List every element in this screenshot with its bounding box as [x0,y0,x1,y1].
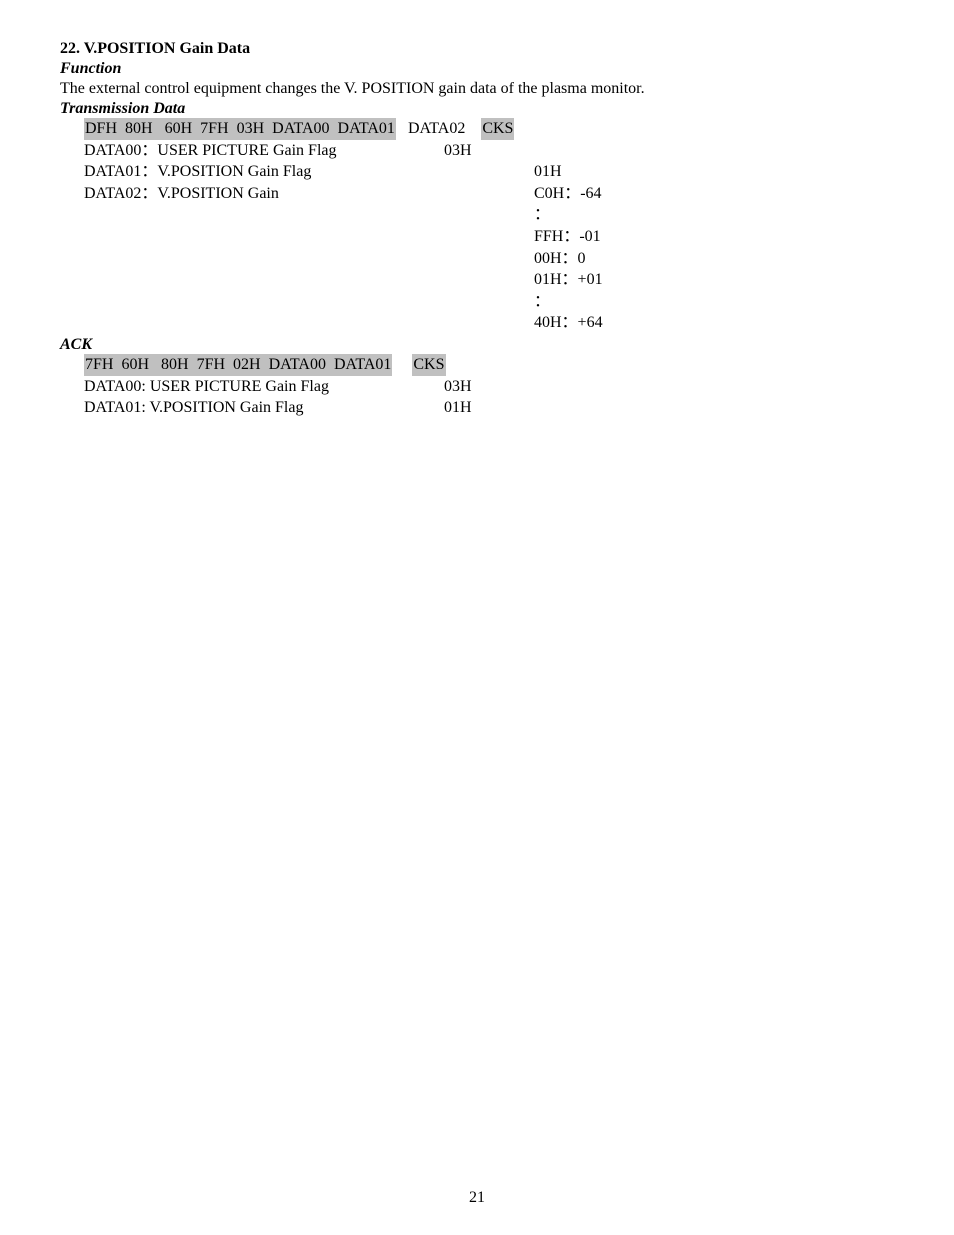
data-label [84,291,444,313]
data-val1 [444,312,534,334]
ack-heading: ACK [60,336,894,354]
section-title: 22. V.POSITION Gain Data [60,40,894,58]
frame-cks: CKS [412,354,445,376]
ack-frame-row: 7FH 60H 80H 7FH 02H DATA00 DATA01 CKS [84,354,894,376]
data-val2: C0H：-64 [534,183,654,205]
data-val2: 01H：+01 [534,269,654,291]
data-val1 [444,291,534,313]
frame-cell: 60H [165,118,193,140]
data-val1 [444,161,534,183]
data-val2 [534,140,654,162]
data-line: 01H：+01 [84,269,894,291]
data-val1: 03H [444,376,534,398]
data-label: DATA00: USER PICTURE Gain Flag [84,376,444,398]
data-label [84,226,444,248]
data-line: 00H：0 [84,248,894,270]
data-label: DATA01：V.POSITION Gain Flag [84,161,444,183]
frame-cell: DATA01 [334,354,391,376]
data-line: DATA01：V.POSITION Gain Flag 01H [84,161,894,183]
data-val2: ： [534,291,654,313]
frame-cell: 7FH [85,354,113,376]
frame-cell: 80H [161,354,189,376]
data-label [84,269,444,291]
data-line: 40H：+64 [84,312,894,334]
frame-cell: 7FH [200,118,228,140]
function-heading: Function [60,60,894,78]
data-label [84,248,444,270]
data-val2: ： [534,204,654,226]
data-label [84,312,444,334]
data-val1 [444,248,534,270]
frame-cell: DATA01 [338,118,395,140]
data-label: DATA00：USER PICTURE Gain Flag [84,140,444,162]
frame-cell: DFH [85,118,117,140]
data-line: DATA00：USER PICTURE Gain Flag 03H [84,140,894,162]
frame-cell: 02H [233,354,261,376]
data-val2: FFH：-01 [534,226,654,248]
data-line: ： [84,204,894,226]
data-label [84,204,444,226]
data-val1 [444,204,534,226]
data-line: DATA01: V.POSITION Gain Flag 01H [84,397,894,419]
data-label: DATA01: V.POSITION Gain Flag [84,397,444,419]
frame-cell: 7FH [197,354,225,376]
data-label: DATA02：V.POSITION Gain [84,183,444,205]
data-val2: 01H [534,161,654,183]
transmission-heading: Transmission Data [60,100,894,118]
frame-trailing: DATA02 [408,118,465,140]
transmission-frame-row: DFH 80H 60H 7FH 03H DATA00 DATA01 DATA02… [84,118,894,140]
data-line: DATA02：V.POSITION Gain C0H：-64 [84,183,894,205]
data-val1 [444,183,534,205]
frame-cks: CKS [481,118,514,140]
data-val1: 03H [444,140,534,162]
transmission-lines: DATA00：USER PICTURE Gain Flag 03H DATA01… [84,140,894,334]
ack-lines: DATA00: USER PICTURE Gain Flag 03H DATA0… [84,376,894,419]
frame-cell: 80H [125,118,153,140]
page-number: 21 [0,1189,954,1207]
data-val2: 00H：0 [534,248,654,270]
function-text: The external control equipment changes t… [60,80,894,98]
data-val1 [444,269,534,291]
data-val1: 01H [444,397,534,419]
frame-cell: DATA00 [269,354,326,376]
frame-cell: 60H [121,354,149,376]
data-val1 [444,226,534,248]
data-line: ： [84,291,894,313]
data-val2: 40H：+64 [534,312,654,334]
frame-cell: DATA00 [272,118,329,140]
data-line: DATA00: USER PICTURE Gain Flag 03H [84,376,894,398]
frame-cell: 03H [237,118,265,140]
data-line: FFH：-01 [84,226,894,248]
